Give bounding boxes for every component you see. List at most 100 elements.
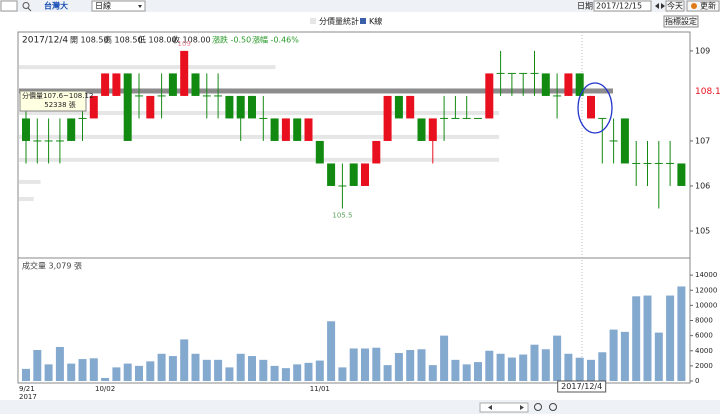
candle-body bbox=[383, 95, 392, 141]
candle-body bbox=[67, 118, 76, 141]
candle-body bbox=[507, 72, 516, 74]
y-tick-label: 106 bbox=[695, 181, 710, 190]
volume-bar bbox=[327, 321, 336, 381]
legend-label: 分價量統計 bbox=[319, 16, 359, 26]
volume-bar bbox=[496, 353, 505, 381]
stock-name[interactable]: 台灣大 bbox=[44, 1, 68, 11]
y-tick-label: 10000 bbox=[695, 301, 717, 309]
volume-bar bbox=[440, 335, 449, 381]
volume-bar bbox=[609, 329, 618, 381]
refresh-button[interactable] bbox=[686, 0, 720, 12]
volume-bar bbox=[666, 295, 675, 381]
volume-bar bbox=[677, 286, 686, 381]
date-arrows[interactable] bbox=[655, 3, 665, 9]
candle-body bbox=[575, 73, 584, 96]
price-volume-bar bbox=[19, 179, 41, 184]
header-item: 高 108.50 bbox=[104, 35, 143, 45]
header-change: 漲跌 -0.50 bbox=[212, 35, 251, 45]
candle-body bbox=[666, 162, 675, 164]
legend-swatch bbox=[360, 18, 366, 24]
candle-body bbox=[372, 140, 381, 164]
volume-bar bbox=[112, 367, 121, 381]
volume-bar bbox=[530, 344, 539, 381]
candle-body bbox=[101, 73, 110, 96]
y-tick-label: 8000 bbox=[695, 317, 713, 325]
candle-body bbox=[146, 95, 155, 119]
candle-body bbox=[428, 118, 437, 141]
volume-bar bbox=[620, 331, 629, 381]
volume-bar bbox=[315, 360, 324, 381]
scroll-arrows[interactable] bbox=[488, 405, 524, 410]
candle-body bbox=[259, 117, 268, 119]
volume-bar bbox=[361, 348, 369, 381]
candle-body bbox=[225, 95, 234, 119]
volume-bar bbox=[451, 359, 460, 381]
volume-bar bbox=[474, 362, 482, 381]
period-select[interactable] bbox=[91, 0, 146, 12]
volume-bar bbox=[428, 365, 437, 381]
candle-body bbox=[22, 118, 30, 141]
candle-body bbox=[485, 73, 494, 119]
volume-bar bbox=[101, 377, 110, 381]
candle-body bbox=[349, 163, 358, 186]
settings-button[interactable] bbox=[663, 15, 699, 28]
volume-bar bbox=[507, 357, 516, 381]
volume-bar bbox=[89, 358, 98, 381]
volume-bar bbox=[33, 349, 42, 381]
volume-label: 成交量 3,079 張 bbox=[22, 261, 82, 271]
y-tick-label: 4000 bbox=[695, 347, 713, 355]
volume-bar bbox=[394, 353, 403, 381]
volume-bar bbox=[587, 359, 595, 381]
candle-body bbox=[89, 95, 98, 119]
candle-body bbox=[191, 73, 200, 96]
menu-box[interactable] bbox=[0, 0, 18, 12]
zoom-in[interactable] bbox=[534, 403, 542, 411]
refresh-text: 更新 bbox=[700, 1, 716, 11]
zoom-out[interactable] bbox=[549, 403, 557, 411]
candle-body bbox=[361, 163, 369, 186]
header-change: 漲幅 -0.46% bbox=[252, 35, 299, 45]
candle-body bbox=[519, 72, 528, 74]
candle-body bbox=[462, 117, 471, 119]
candle-body bbox=[406, 95, 415, 119]
candle-body bbox=[135, 95, 143, 97]
candle-body bbox=[530, 72, 539, 74]
volume-bar bbox=[214, 359, 223, 381]
candle-body bbox=[315, 140, 324, 164]
scroll-track[interactable] bbox=[479, 402, 529, 413]
candle-body bbox=[55, 140, 64, 142]
candle-body bbox=[496, 72, 505, 74]
header-item: 低 108.00 bbox=[138, 35, 177, 45]
volume-bar bbox=[598, 352, 607, 381]
x-year-label: 2017 bbox=[19, 393, 37, 401]
today-button[interactable] bbox=[665, 0, 685, 12]
candle-body bbox=[440, 117, 449, 119]
volume-bar bbox=[383, 365, 392, 381]
volume-bar bbox=[202, 359, 211, 381]
y-tick-label: 12000 bbox=[695, 286, 717, 294]
volume-bar bbox=[44, 364, 53, 381]
y-tick-label: 6000 bbox=[695, 332, 713, 340]
date-box[interactable] bbox=[593, 0, 652, 12]
candle-body bbox=[451, 117, 460, 119]
price-volume-bar bbox=[19, 88, 613, 94]
candle-body bbox=[270, 118, 279, 141]
volume-bar bbox=[406, 349, 415, 381]
volume-bar bbox=[270, 365, 279, 381]
volume-bar bbox=[225, 367, 234, 381]
volume-bar bbox=[372, 347, 381, 381]
cursor-label: 2017/12/4 bbox=[561, 382, 602, 391]
settings-text: 指標設定 bbox=[665, 16, 697, 26]
candle-body bbox=[281, 118, 290, 141]
candle-body bbox=[654, 162, 663, 164]
candle-body bbox=[202, 95, 211, 97]
candle-body bbox=[304, 118, 313, 141]
search-icon[interactable] bbox=[22, 2, 30, 9]
y-tick-label: 2000 bbox=[695, 362, 713, 370]
candle-body bbox=[236, 95, 245, 119]
candle-body bbox=[553, 95, 562, 97]
volume-bar bbox=[293, 364, 302, 381]
volume-bar bbox=[281, 368, 290, 381]
volume-bar bbox=[55, 346, 64, 381]
